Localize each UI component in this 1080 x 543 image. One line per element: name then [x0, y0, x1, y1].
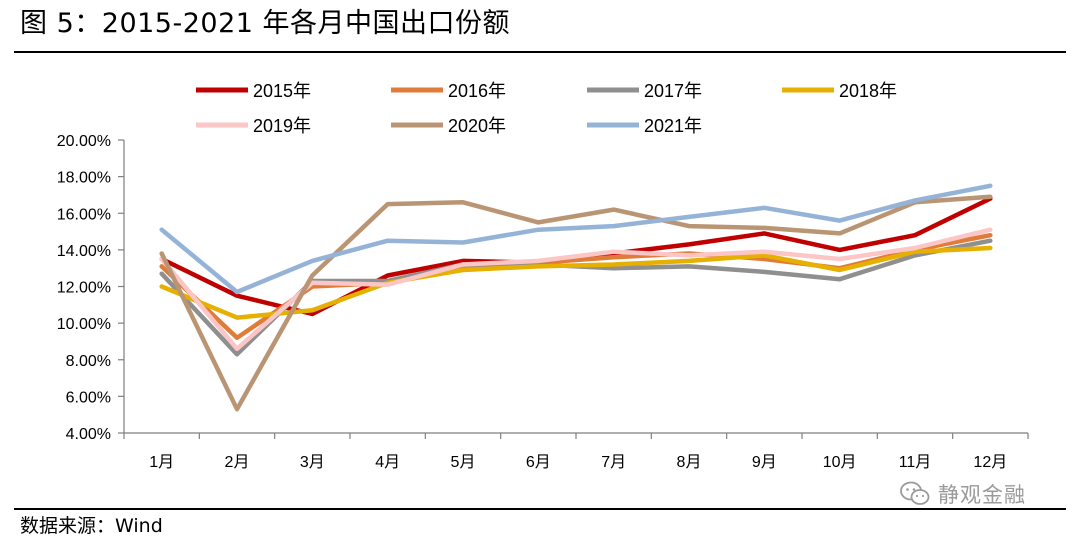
x-tick-label: 7月 — [601, 454, 626, 471]
series-line-2020年 — [159, 194, 993, 412]
legend-label: 2021年 — [644, 116, 702, 136]
x-tick-label: 8月 — [677, 454, 702, 471]
watermark: 静观金融 — [900, 478, 1026, 510]
x-tick-label: 5月 — [451, 454, 476, 471]
legend-label: 2018年 — [839, 81, 897, 101]
series-line-2021年 — [159, 183, 993, 295]
x-tick-label: 2月 — [225, 454, 250, 471]
x-tick-label: 12月 — [973, 454, 1007, 471]
x-axis: 1月 2月 3月 4月 5月 6月 7月 8月 9月 10月 11月 12月 — [123, 432, 1029, 471]
series-line-2019年 — [159, 227, 993, 352]
legend-label: 2020年 — [448, 116, 506, 136]
y-tick-label: 8.00% — [66, 353, 111, 370]
x-tick-label: 6月 — [526, 454, 551, 471]
chart-legend: 2015年 2016年 2017年 2018年 2019年 2020年 2021年 — [196, 81, 897, 136]
y-tick-label: 6.00% — [66, 389, 111, 406]
x-tick-label: 9月 — [752, 454, 777, 471]
legend-label: 2017年 — [644, 81, 702, 101]
x-tick-label: 11月 — [899, 454, 932, 471]
series-group — [159, 183, 993, 412]
y-tick-label: 20.00% — [57, 133, 111, 150]
x-tick-label: 1月 — [149, 454, 174, 471]
x-tick-label: 3月 — [300, 454, 325, 471]
legend-label: 2019年 — [253, 116, 311, 136]
legend-item: 2018年 — [782, 81, 897, 101]
y-tick-label: 4.00% — [66, 426, 111, 443]
wechat-icon — [900, 481, 930, 505]
x-tick-label: 4月 — [375, 454, 400, 471]
legend-item: 2016年 — [391, 81, 506, 101]
y-tick-label: 16.00% — [57, 206, 111, 223]
legend-item: 2015年 — [196, 81, 311, 101]
series-line-2018年 — [159, 245, 993, 320]
figure-source: 数据来源：Wind — [20, 515, 163, 537]
watermark-text: 静观金融 — [938, 483, 1026, 507]
legend-item: 2021年 — [587, 116, 702, 136]
legend-item: 2017年 — [587, 81, 702, 101]
legend-label: 2015年 — [253, 81, 311, 101]
legend-item: 2019年 — [196, 116, 311, 136]
y-axis: 4.00% 6.00% 8.00% 10.00% 12.00% 14.00% 16.00% 1… — [57, 133, 125, 443]
y-tick-label: 14.00% — [57, 243, 111, 260]
top-rule — [14, 51, 1066, 53]
y-tick-label: 18.00% — [57, 170, 111, 187]
x-tick-label: 10月 — [823, 454, 857, 471]
y-tick-label: 10.00% — [57, 316, 111, 333]
legend-label: 2016年 — [448, 81, 506, 101]
y-tick-label: 12.00% — [57, 280, 111, 297]
line-chart: 2015年 2016年 2017年 2018年 2019年 2020年 2021年 4.00… — [57, 81, 1029, 471]
figure-title: 图 5：2015-2021 年各月中国出口份额 — [20, 8, 511, 39]
bottom-rule — [14, 508, 1066, 510]
legend-item: 2020年 — [391, 116, 506, 136]
